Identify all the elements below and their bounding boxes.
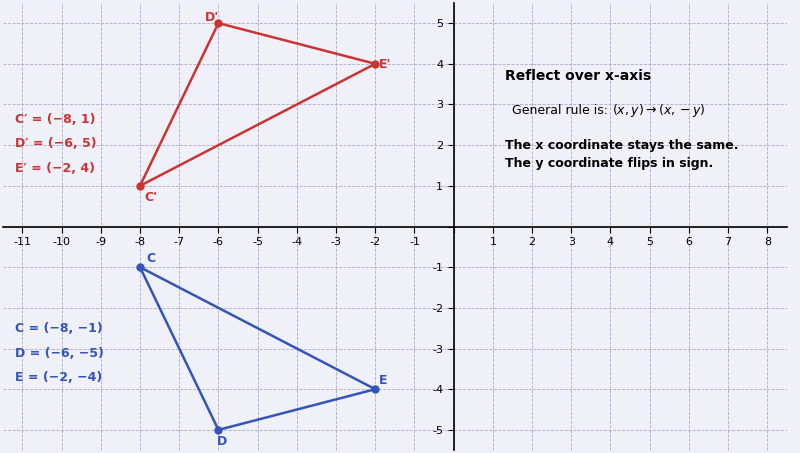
Text: The x coordinate stays the same.: The x coordinate stays the same.: [505, 139, 738, 152]
Text: General rule is:: General rule is:: [513, 104, 613, 117]
Text: The y coordinate flips in sign.: The y coordinate flips in sign.: [505, 157, 713, 170]
Text: $(x, y) \rightarrow (x, -y)$: $(x, y) \rightarrow (x, -y)$: [613, 102, 706, 119]
Text: E′ = (−2, 4): E′ = (−2, 4): [14, 162, 94, 174]
Text: Reflect over x-axis: Reflect over x-axis: [505, 69, 650, 83]
Text: E: E: [379, 374, 388, 387]
Text: C = (−8, −1): C = (−8, −1): [14, 322, 102, 335]
Text: E': E': [379, 58, 392, 71]
Text: C: C: [146, 252, 155, 265]
Text: D′ = (−6, 5): D′ = (−6, 5): [14, 137, 96, 150]
Text: D': D': [205, 11, 219, 24]
Text: C′ = (−8, 1): C′ = (−8, 1): [14, 113, 95, 126]
Text: E = (−2, −4): E = (−2, −4): [14, 371, 102, 384]
Text: D: D: [217, 435, 226, 448]
Text: C': C': [145, 191, 158, 204]
Text: D = (−6, −5): D = (−6, −5): [14, 347, 103, 360]
